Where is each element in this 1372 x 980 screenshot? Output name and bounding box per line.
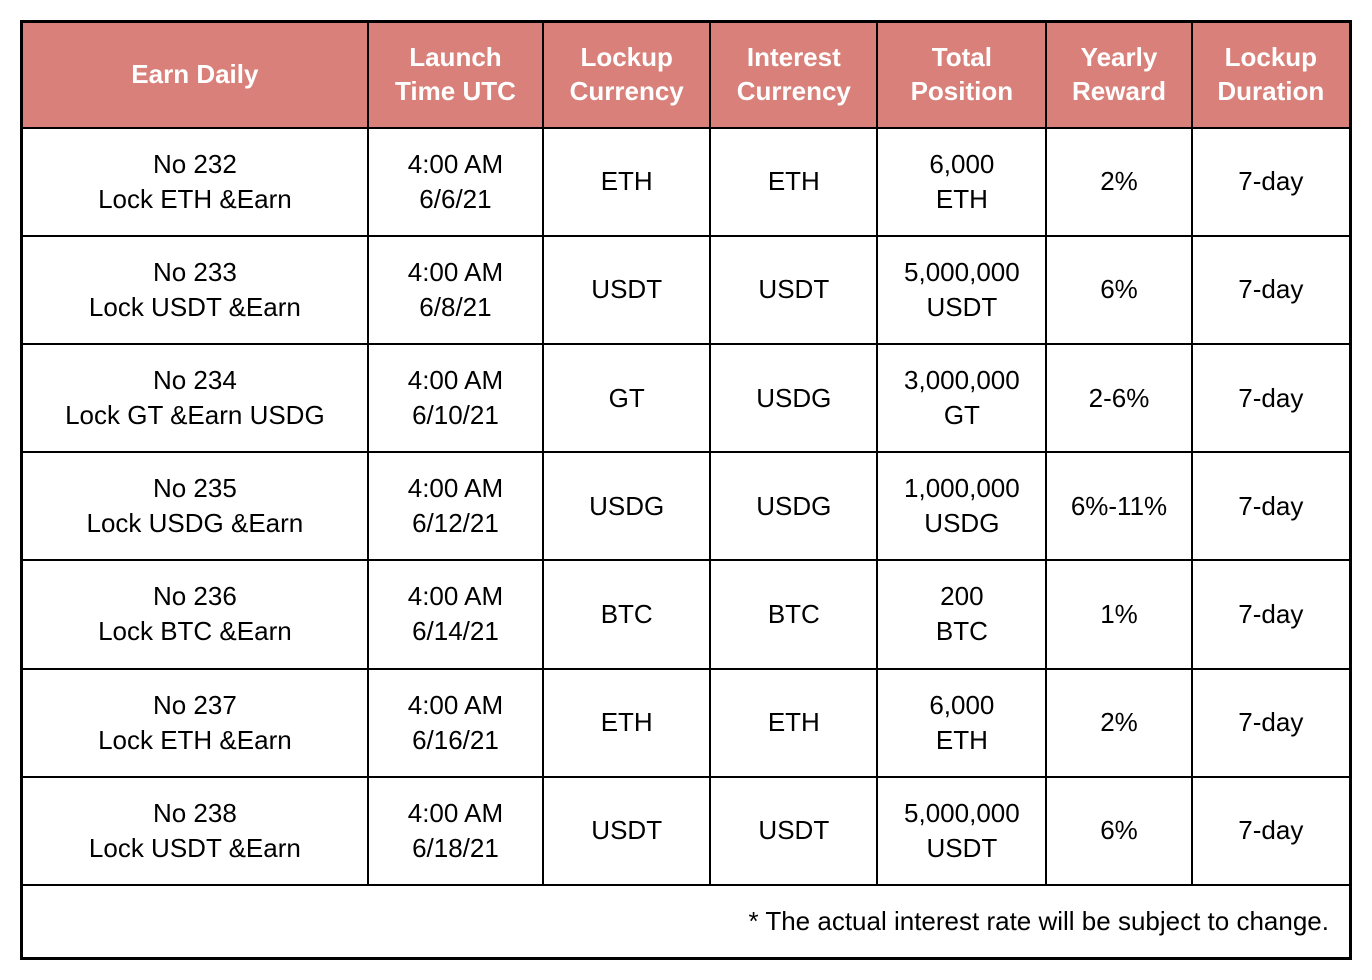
cell-yearly-reward: 2% xyxy=(1046,669,1191,777)
cell-lockup-currency: ETH xyxy=(543,128,710,236)
footnote-text: * The actual interest rate will be subje… xyxy=(22,885,1351,959)
col-total-position: Total Position xyxy=(877,22,1046,128)
cell-interest-currency: ETH xyxy=(710,669,877,777)
table-row: No 237 Lock ETH &Earn4:00 AM 6/16/21ETHE… xyxy=(22,669,1351,777)
cell-earn-daily: No 235 Lock USDG &Earn xyxy=(22,452,368,560)
cell-total-position: 3,000,000 GT xyxy=(877,344,1046,452)
cell-lockup-currency: ETH xyxy=(543,669,710,777)
col-earn-daily: Earn Daily xyxy=(22,22,368,128)
cell-yearly-reward: 6%-11% xyxy=(1046,452,1191,560)
col-lockup-duration: Lockup Duration xyxy=(1192,22,1351,128)
cell-yearly-reward: 1% xyxy=(1046,560,1191,668)
cell-launch-time: 4:00 AM 6/6/21 xyxy=(368,128,543,236)
cell-lockup-currency: GT xyxy=(543,344,710,452)
cell-yearly-reward: 6% xyxy=(1046,236,1191,344)
table-row: No 235 Lock USDG &Earn4:00 AM 6/12/21USD… xyxy=(22,452,1351,560)
cell-earn-daily: No 237 Lock ETH &Earn xyxy=(22,669,368,777)
cell-lockup-duration: 7-day xyxy=(1192,669,1351,777)
cell-total-position: 1,000,000 USDG xyxy=(877,452,1046,560)
cell-earn-daily: No 238 Lock USDT &Earn xyxy=(22,777,368,885)
cell-lockup-duration: 7-day xyxy=(1192,344,1351,452)
table-footer: * The actual interest rate will be subje… xyxy=(22,885,1351,959)
cell-total-position: 5,000,000 USDT xyxy=(877,777,1046,885)
cell-total-position: 6,000 ETH xyxy=(877,669,1046,777)
cell-launch-time: 4:00 AM 6/8/21 xyxy=(368,236,543,344)
cell-yearly-reward: 6% xyxy=(1046,777,1191,885)
table-body: No 232 Lock ETH &Earn4:00 AM 6/6/21ETHET… xyxy=(22,128,1351,885)
table-row: No 234 Lock GT &Earn USDG4:00 AM 6/10/21… xyxy=(22,344,1351,452)
cell-interest-currency: USDT xyxy=(710,236,877,344)
cell-launch-time: 4:00 AM 6/18/21 xyxy=(368,777,543,885)
footnote-row: * The actual interest rate will be subje… xyxy=(22,885,1351,959)
cell-lockup-duration: 7-day xyxy=(1192,452,1351,560)
cell-earn-daily: No 232 Lock ETH &Earn xyxy=(22,128,368,236)
cell-interest-currency: ETH xyxy=(710,128,877,236)
col-yearly-reward: Yearly Reward xyxy=(1046,22,1191,128)
cell-lockup-duration: 7-day xyxy=(1192,560,1351,668)
cell-lockup-currency: BTC xyxy=(543,560,710,668)
cell-launch-time: 4:00 AM 6/14/21 xyxy=(368,560,543,668)
table-header: Earn Daily Launch Time UTC Lockup Curren… xyxy=(22,22,1351,128)
cell-total-position: 6,000 ETH xyxy=(877,128,1046,236)
cell-launch-time: 4:00 AM 6/10/21 xyxy=(368,344,543,452)
table-row: No 233 Lock USDT &Earn4:00 AM 6/8/21USDT… xyxy=(22,236,1351,344)
cell-interest-currency: BTC xyxy=(710,560,877,668)
table-row: No 238 Lock USDT &Earn4:00 AM 6/18/21USD… xyxy=(22,777,1351,885)
cell-lockup-currency: USDT xyxy=(543,236,710,344)
earn-daily-table-container: Earn Daily Launch Time UTC Lockup Curren… xyxy=(20,20,1352,960)
cell-yearly-reward: 2% xyxy=(1046,128,1191,236)
table-row: No 236 Lock BTC &Earn4:00 AM 6/14/21BTCB… xyxy=(22,560,1351,668)
cell-earn-daily: No 236 Lock BTC &Earn xyxy=(22,560,368,668)
cell-launch-time: 4:00 AM 6/12/21 xyxy=(368,452,543,560)
cell-earn-daily: No 234 Lock GT &Earn USDG xyxy=(22,344,368,452)
cell-yearly-reward: 2-6% xyxy=(1046,344,1191,452)
cell-lockup-currency: USDG xyxy=(543,452,710,560)
col-interest-currency: Interest Currency xyxy=(710,22,877,128)
cell-earn-daily: No 233 Lock USDT &Earn xyxy=(22,236,368,344)
cell-lockup-duration: 7-day xyxy=(1192,236,1351,344)
table-row: No 232 Lock ETH &Earn4:00 AM 6/6/21ETHET… xyxy=(22,128,1351,236)
cell-interest-currency: USDT xyxy=(710,777,877,885)
cell-launch-time: 4:00 AM 6/16/21 xyxy=(368,669,543,777)
cell-total-position: 200 BTC xyxy=(877,560,1046,668)
col-lockup-currency: Lockup Currency xyxy=(543,22,710,128)
earn-daily-table: Earn Daily Launch Time UTC Lockup Curren… xyxy=(20,20,1352,960)
col-launch-time: Launch Time UTC xyxy=(368,22,543,128)
cell-total-position: 5,000,000 USDT xyxy=(877,236,1046,344)
cell-lockup-duration: 7-day xyxy=(1192,777,1351,885)
header-row: Earn Daily Launch Time UTC Lockup Curren… xyxy=(22,22,1351,128)
cell-interest-currency: USDG xyxy=(710,452,877,560)
cell-lockup-duration: 7-day xyxy=(1192,128,1351,236)
cell-lockup-currency: USDT xyxy=(543,777,710,885)
cell-interest-currency: USDG xyxy=(710,344,877,452)
